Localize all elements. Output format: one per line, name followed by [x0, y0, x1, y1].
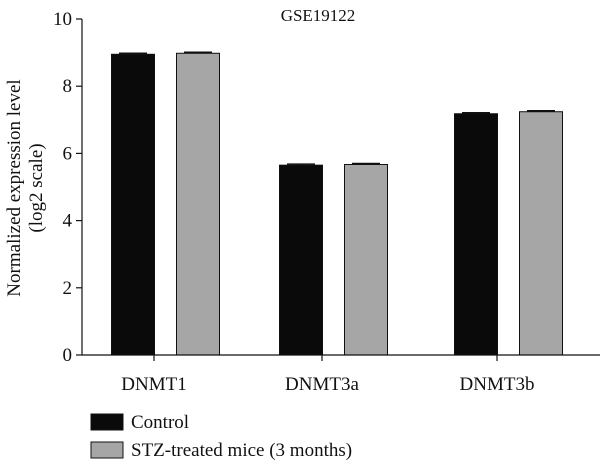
y-tick-label: 6: [63, 143, 73, 164]
x-tick-label-dnmt1: DNMT1: [121, 374, 186, 395]
bars: [111, 51, 563, 356]
x-tick-label-dnmt3a: DNMT3a: [285, 374, 359, 395]
bar-dnmt3a-control: [279, 164, 323, 356]
y-axis-ticks: 0 2 4 6 8 10: [53, 9, 82, 366]
y-axis-title: Normalized expression level (log2 scale): [4, 79, 47, 296]
chart-title: GSE19122: [281, 6, 356, 25]
y-tick-label: 4: [63, 211, 73, 232]
legend-swatch-stz: [90, 441, 124, 459]
legend: Control STZ-treated mice (3 months): [90, 412, 352, 461]
bar-dnmt3b-control: [454, 113, 498, 356]
y-axis-title-line1: Normalized expression level: [4, 79, 25, 296]
x-axis-labels: DNMT1 DNMT3a DNMT3b: [121, 355, 534, 395]
y-tick-label: 10: [53, 9, 72, 30]
legend-label-control: Control: [131, 412, 189, 433]
bar-dnmt3a-stz: [344, 163, 388, 356]
legend-swatch-control: [90, 413, 124, 431]
y-tick-label: 2: [63, 278, 73, 299]
x-tick-label-dnmt3b: DNMT3b: [460, 374, 535, 395]
legend-label-stz: STZ-treated mice (3 months): [131, 440, 352, 461]
y-tick-label: 8: [63, 76, 73, 97]
bar-dnmt1-control: [111, 53, 155, 356]
bar-dnmt1-stz: [176, 52, 220, 356]
y-tick-label: 0: [63, 345, 73, 366]
bar-dnmt3b-stz: [519, 111, 563, 356]
y-axis-title-line2: (log2 scale): [26, 143, 47, 232]
